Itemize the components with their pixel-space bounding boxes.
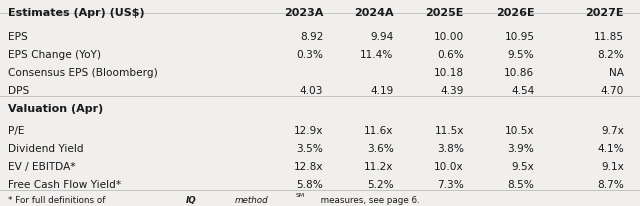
Text: 9.5%: 9.5% [508, 50, 534, 60]
Text: Consensus EPS (Bloomberg): Consensus EPS (Bloomberg) [8, 68, 157, 78]
Text: Dividend Yield: Dividend Yield [8, 144, 83, 154]
Text: 5.2%: 5.2% [367, 180, 394, 191]
Text: * For full definitions of: * For full definitions of [8, 196, 108, 205]
Text: IQ: IQ [186, 196, 197, 205]
Text: 11.85: 11.85 [594, 32, 624, 42]
Text: 4.54: 4.54 [511, 86, 534, 96]
Text: 11.4%: 11.4% [360, 50, 394, 60]
Text: 2026E: 2026E [496, 8, 534, 18]
Text: 4.1%: 4.1% [597, 144, 624, 154]
Text: 10.86: 10.86 [504, 68, 534, 78]
Text: 9.5x: 9.5x [511, 162, 534, 172]
Text: 3.5%: 3.5% [296, 144, 323, 154]
Text: 10.95: 10.95 [504, 32, 534, 42]
Text: 0.6%: 0.6% [437, 50, 464, 60]
Text: P/E: P/E [8, 126, 24, 136]
Text: 10.5x: 10.5x [505, 126, 534, 136]
Text: 4.03: 4.03 [300, 86, 323, 96]
Text: 8.92: 8.92 [300, 32, 323, 42]
Text: 3.6%: 3.6% [367, 144, 394, 154]
Text: 9.94: 9.94 [371, 32, 394, 42]
Text: NA: NA [609, 68, 624, 78]
Text: 3.9%: 3.9% [508, 144, 534, 154]
Text: 4.19: 4.19 [371, 86, 394, 96]
Text: 8.2%: 8.2% [597, 50, 624, 60]
Text: 10.0x: 10.0x [435, 162, 464, 172]
Text: Free Cash Flow Yield*: Free Cash Flow Yield* [8, 180, 121, 191]
Text: 9.1x: 9.1x [601, 162, 624, 172]
Text: 12.8x: 12.8x [294, 162, 323, 172]
Text: 11.2x: 11.2x [364, 162, 394, 172]
Text: 10.18: 10.18 [434, 68, 464, 78]
Text: method: method [235, 196, 269, 205]
Text: 2024A: 2024A [354, 8, 394, 18]
Text: 2025E: 2025E [426, 8, 464, 18]
Text: EPS: EPS [8, 32, 28, 42]
Text: SM: SM [296, 193, 305, 198]
Text: 11.6x: 11.6x [364, 126, 394, 136]
Text: 12.9x: 12.9x [294, 126, 323, 136]
Text: 0.3%: 0.3% [296, 50, 323, 60]
Text: Estimates (Apr) (US$): Estimates (Apr) (US$) [8, 8, 144, 18]
Text: 3.8%: 3.8% [437, 144, 464, 154]
Text: 10.00: 10.00 [434, 32, 464, 42]
Text: 11.5x: 11.5x [435, 126, 464, 136]
Text: 8.7%: 8.7% [597, 180, 624, 191]
Text: measures, see page 6.: measures, see page 6. [319, 196, 420, 205]
Text: DPS: DPS [8, 86, 29, 96]
Text: 2023A: 2023A [284, 8, 323, 18]
Text: 4.39: 4.39 [440, 86, 464, 96]
Text: 9.7x: 9.7x [601, 126, 624, 136]
Text: 7.3%: 7.3% [437, 180, 464, 191]
Text: Valuation (Apr): Valuation (Apr) [8, 104, 103, 115]
Text: 2027E: 2027E [586, 8, 624, 18]
Text: 4.70: 4.70 [600, 86, 624, 96]
Text: EV / EBITDA*: EV / EBITDA* [8, 162, 76, 172]
Text: 8.5%: 8.5% [508, 180, 534, 191]
Text: EPS Change (YoY): EPS Change (YoY) [8, 50, 100, 60]
Text: 5.8%: 5.8% [296, 180, 323, 191]
